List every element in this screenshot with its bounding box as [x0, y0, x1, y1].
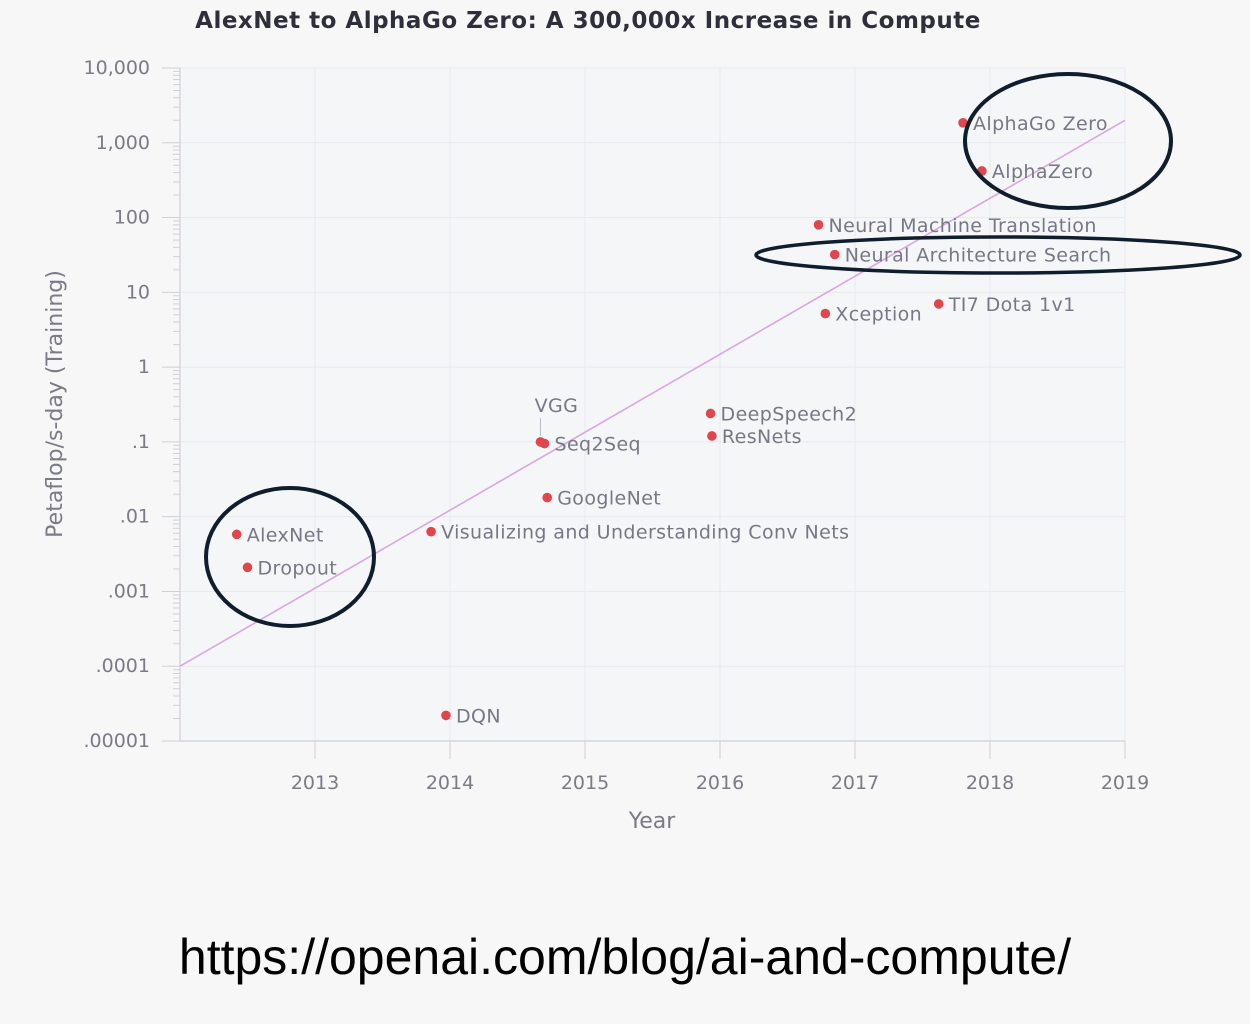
- x-axis-title: Year: [628, 809, 677, 834]
- x-tick-label: 2018: [966, 772, 1014, 794]
- x-tick-label: 2013: [291, 772, 339, 794]
- data-point: [829, 249, 840, 260]
- x-tick-label: 2014: [426, 772, 474, 794]
- data-label: Dropout: [258, 557, 338, 579]
- data-labels: AlexNet Dropout DQN Visualizing and Underst…: [247, 113, 1112, 728]
- data-label: GoogleNet: [557, 488, 661, 510]
- annotation-ellipse-nas: [754, 235, 1242, 275]
- y-tick-label: .001: [108, 580, 150, 602]
- data-point: [542, 492, 552, 503]
- data-label: Neural Machine Translation: [829, 215, 1097, 237]
- y-tick-label: 10: [126, 281, 150, 303]
- y-tick-label: .1: [132, 431, 150, 453]
- data-points: [231, 117, 987, 721]
- data-label: AlphaZero: [992, 161, 1093, 183]
- data-label: DQN: [456, 705, 501, 727]
- x-tick-label: 2019: [1101, 772, 1149, 794]
- data-point: [242, 562, 253, 573]
- data-point: [933, 299, 944, 309]
- y-tick-label: .00001: [84, 730, 150, 752]
- trend-line: [179, 119, 1126, 667]
- y-tick-label: 1,000: [96, 132, 150, 154]
- data-label: Xception: [835, 304, 922, 326]
- x-tick-label: 2017: [831, 772, 879, 794]
- y-tick-label: 10,000: [84, 57, 150, 79]
- y-tick-label: 100: [114, 207, 150, 229]
- data-label: AlexNet: [247, 524, 324, 546]
- source-url: https://openai.com/blog/ai-and-compute/: [178, 929, 1072, 985]
- chart-title: AlexNet to AlphaGo Zero: A 300,000x Incr…: [195, 8, 981, 34]
- data-point: [707, 431, 717, 441]
- data-label: Neural Architecture Search: [845, 245, 1112, 267]
- y-tick-label: .01: [120, 506, 150, 528]
- data-label: DeepSpeech2: [721, 403, 858, 425]
- data-point: [705, 408, 716, 419]
- data-label: AlphaGo Zero: [973, 113, 1108, 135]
- data-label: VGG: [535, 395, 579, 417]
- data-point: [820, 308, 831, 319]
- data-point: [813, 220, 824, 230]
- x-tick-label: 2015: [561, 772, 609, 794]
- y-tick-label: 1: [138, 356, 150, 378]
- data-point: [539, 438, 550, 449]
- axes: .00001 .0001 .001 .01 .1 1 10 100 1,000 10,000 201…: [84, 57, 1150, 794]
- y-axis-title: Petaflop/s-day (Training): [43, 270, 68, 538]
- x-tick-label: 2016: [696, 772, 744, 794]
- data-label: Visualizing and Understanding Conv Nets: [441, 522, 849, 544]
- data-point: [231, 529, 242, 540]
- trend-line-group: [179, 119, 1126, 667]
- data-label: ResNets: [722, 426, 802, 448]
- data-label: Seq2Seq: [555, 434, 642, 456]
- annotation-ellipse-alphago: [963, 72, 1173, 210]
- grid-lines: [180, 67, 1126, 742]
- data-point: [958, 117, 968, 128]
- data-point: [426, 526, 436, 537]
- data-label: TI7 Dota 1v1: [948, 294, 1076, 316]
- data-point: [441, 710, 451, 721]
- annotation-ellipse-alexnet-dropout: [204, 486, 376, 628]
- y-tick-label: .0001: [96, 655, 150, 677]
- compute-scatter-chart: AlexNet to AlphaGo Zero: A 300,000x Incr…: [43, 8, 1242, 834]
- hand-drawn-annotations: [204, 72, 1242, 628]
- plot-area: [180, 68, 1125, 741]
